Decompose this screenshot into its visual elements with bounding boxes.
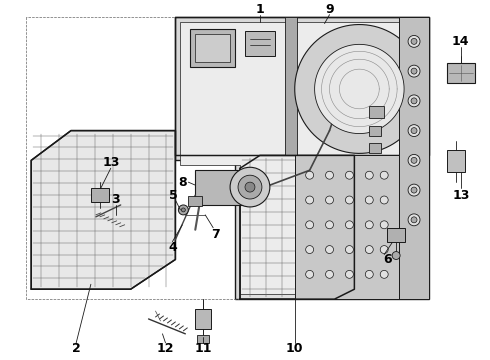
Circle shape — [411, 39, 417, 44]
Circle shape — [408, 125, 420, 136]
Bar — [285, 17, 297, 156]
Circle shape — [345, 196, 353, 204]
Circle shape — [325, 246, 334, 253]
Circle shape — [366, 246, 373, 253]
Bar — [190, 30, 235, 67]
Text: 13: 13 — [452, 189, 469, 202]
Bar — [196, 35, 230, 62]
Circle shape — [380, 171, 388, 179]
Polygon shape — [31, 131, 175, 289]
Text: 5: 5 — [169, 189, 178, 202]
Circle shape — [380, 221, 388, 229]
Circle shape — [411, 157, 417, 163]
Bar — [245, 31, 275, 56]
Text: 6: 6 — [383, 253, 392, 266]
Text: 9: 9 — [325, 3, 334, 16]
Circle shape — [366, 171, 373, 179]
Bar — [294, 156, 399, 299]
Polygon shape — [175, 17, 429, 299]
Circle shape — [230, 167, 270, 207]
Polygon shape — [315, 44, 404, 134]
Circle shape — [408, 95, 420, 107]
Circle shape — [345, 246, 353, 253]
Bar — [369, 106, 384, 118]
Bar — [387, 228, 405, 242]
Polygon shape — [295, 24, 424, 153]
Circle shape — [325, 171, 334, 179]
Circle shape — [411, 187, 417, 193]
Circle shape — [408, 184, 420, 196]
Circle shape — [366, 221, 373, 229]
Bar — [188, 196, 202, 206]
Circle shape — [380, 196, 388, 204]
Circle shape — [245, 182, 255, 192]
Bar — [196, 170, 250, 205]
Text: 13: 13 — [102, 156, 120, 169]
Text: 10: 10 — [286, 342, 303, 355]
Circle shape — [325, 221, 334, 229]
Polygon shape — [180, 22, 424, 294]
Text: 4: 4 — [168, 241, 177, 254]
Text: 1: 1 — [256, 3, 264, 16]
Circle shape — [411, 128, 417, 134]
Circle shape — [238, 175, 262, 199]
Circle shape — [181, 208, 185, 212]
Bar — [399, 17, 429, 299]
Text: 2: 2 — [72, 342, 80, 355]
Circle shape — [306, 246, 314, 253]
Circle shape — [345, 221, 353, 229]
Circle shape — [366, 196, 373, 204]
Polygon shape — [240, 156, 354, 299]
Circle shape — [306, 221, 314, 229]
Circle shape — [411, 68, 417, 74]
Bar — [369, 144, 381, 153]
Text: 3: 3 — [111, 193, 120, 207]
Circle shape — [325, 196, 334, 204]
Text: 14: 14 — [452, 35, 469, 48]
Circle shape — [178, 205, 188, 215]
Circle shape — [380, 270, 388, 278]
Circle shape — [411, 98, 417, 104]
Circle shape — [325, 270, 334, 278]
Circle shape — [366, 270, 373, 278]
Bar — [447, 150, 465, 172]
Text: 12: 12 — [157, 342, 174, 355]
Circle shape — [345, 270, 353, 278]
Text: 7: 7 — [211, 228, 220, 241]
Circle shape — [408, 154, 420, 166]
Text: 8: 8 — [178, 176, 187, 189]
Circle shape — [408, 65, 420, 77]
Bar — [447, 63, 475, 83]
Circle shape — [411, 217, 417, 223]
Bar — [91, 188, 109, 202]
Circle shape — [306, 270, 314, 278]
Circle shape — [306, 171, 314, 179]
Bar — [197, 335, 209, 343]
Circle shape — [408, 35, 420, 47]
Text: 11: 11 — [195, 342, 212, 355]
Circle shape — [408, 214, 420, 226]
Circle shape — [380, 246, 388, 253]
Bar — [196, 309, 211, 329]
Circle shape — [306, 196, 314, 204]
Bar — [369, 126, 381, 136]
Circle shape — [345, 171, 353, 179]
Circle shape — [392, 252, 400, 260]
